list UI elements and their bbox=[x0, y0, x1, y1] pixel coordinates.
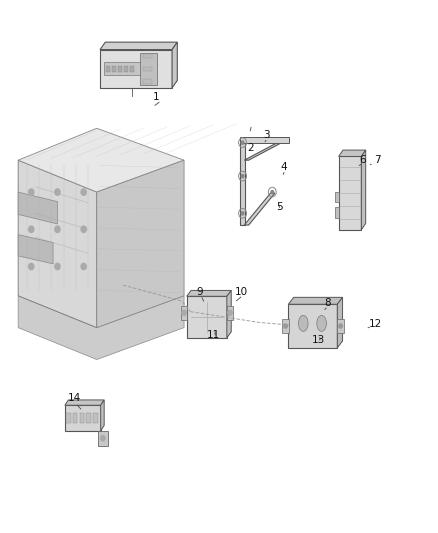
Text: 6: 6 bbox=[359, 155, 366, 165]
Polygon shape bbox=[187, 290, 231, 296]
Polygon shape bbox=[101, 400, 104, 431]
Text: 5: 5 bbox=[276, 202, 283, 212]
Text: 10: 10 bbox=[235, 287, 248, 297]
Bar bbox=[80, 413, 84, 423]
Circle shape bbox=[55, 226, 60, 232]
Circle shape bbox=[28, 226, 34, 232]
Polygon shape bbox=[18, 296, 184, 360]
Bar bbox=[283, 319, 289, 333]
Bar bbox=[124, 66, 127, 72]
Polygon shape bbox=[18, 235, 53, 264]
Circle shape bbox=[241, 174, 244, 177]
Bar bbox=[143, 67, 152, 71]
Bar bbox=[118, 66, 122, 72]
Bar bbox=[187, 296, 227, 338]
Bar bbox=[288, 304, 337, 348]
Bar bbox=[337, 319, 344, 333]
Text: 7: 7 bbox=[374, 155, 380, 165]
Bar bbox=[66, 413, 71, 423]
Circle shape bbox=[271, 190, 274, 193]
Bar bbox=[141, 53, 157, 85]
Bar bbox=[65, 405, 101, 431]
Circle shape bbox=[101, 435, 105, 441]
Polygon shape bbox=[244, 193, 275, 225]
Polygon shape bbox=[97, 160, 184, 328]
Bar bbox=[106, 66, 110, 72]
Bar bbox=[100, 50, 172, 88]
Polygon shape bbox=[18, 160, 97, 328]
Text: 3: 3 bbox=[263, 130, 269, 140]
Bar bbox=[339, 157, 361, 230]
Circle shape bbox=[28, 263, 34, 270]
Polygon shape bbox=[339, 150, 366, 157]
Bar bbox=[86, 413, 91, 423]
Circle shape bbox=[81, 189, 86, 195]
Circle shape bbox=[81, 263, 86, 270]
Circle shape bbox=[241, 141, 244, 144]
Polygon shape bbox=[65, 400, 104, 405]
Text: 4: 4 bbox=[280, 161, 287, 172]
Bar bbox=[98, 431, 108, 446]
Circle shape bbox=[339, 324, 343, 328]
Circle shape bbox=[28, 189, 34, 195]
Polygon shape bbox=[18, 192, 57, 224]
Polygon shape bbox=[18, 128, 184, 192]
Circle shape bbox=[81, 226, 86, 232]
Text: 8: 8 bbox=[324, 297, 331, 308]
Polygon shape bbox=[100, 42, 177, 50]
Text: 12: 12 bbox=[369, 319, 382, 329]
Ellipse shape bbox=[298, 316, 308, 332]
Polygon shape bbox=[244, 140, 287, 160]
Polygon shape bbox=[337, 297, 343, 348]
Text: 1: 1 bbox=[152, 92, 159, 102]
Text: 2: 2 bbox=[247, 143, 254, 154]
Circle shape bbox=[241, 212, 244, 215]
Bar bbox=[335, 207, 339, 218]
Bar bbox=[227, 306, 233, 320]
Bar bbox=[103, 62, 141, 75]
Ellipse shape bbox=[317, 316, 326, 332]
Text: 11: 11 bbox=[207, 329, 220, 340]
Polygon shape bbox=[227, 290, 231, 338]
Polygon shape bbox=[288, 297, 343, 304]
Circle shape bbox=[55, 189, 60, 195]
Circle shape bbox=[284, 324, 287, 328]
Text: 9: 9 bbox=[196, 287, 203, 297]
Bar bbox=[143, 54, 152, 58]
Bar bbox=[93, 413, 98, 423]
Polygon shape bbox=[361, 150, 366, 230]
Text: 13: 13 bbox=[312, 335, 325, 345]
Polygon shape bbox=[172, 42, 177, 88]
Bar bbox=[335, 191, 339, 202]
Circle shape bbox=[182, 310, 186, 316]
Bar bbox=[143, 79, 152, 84]
Polygon shape bbox=[240, 138, 289, 143]
Bar bbox=[112, 66, 116, 72]
Text: 14: 14 bbox=[67, 393, 81, 403]
Bar bbox=[73, 413, 78, 423]
Circle shape bbox=[228, 310, 232, 316]
Bar bbox=[130, 66, 134, 72]
Circle shape bbox=[55, 263, 60, 270]
Bar bbox=[240, 143, 245, 225]
Bar bbox=[181, 306, 187, 320]
